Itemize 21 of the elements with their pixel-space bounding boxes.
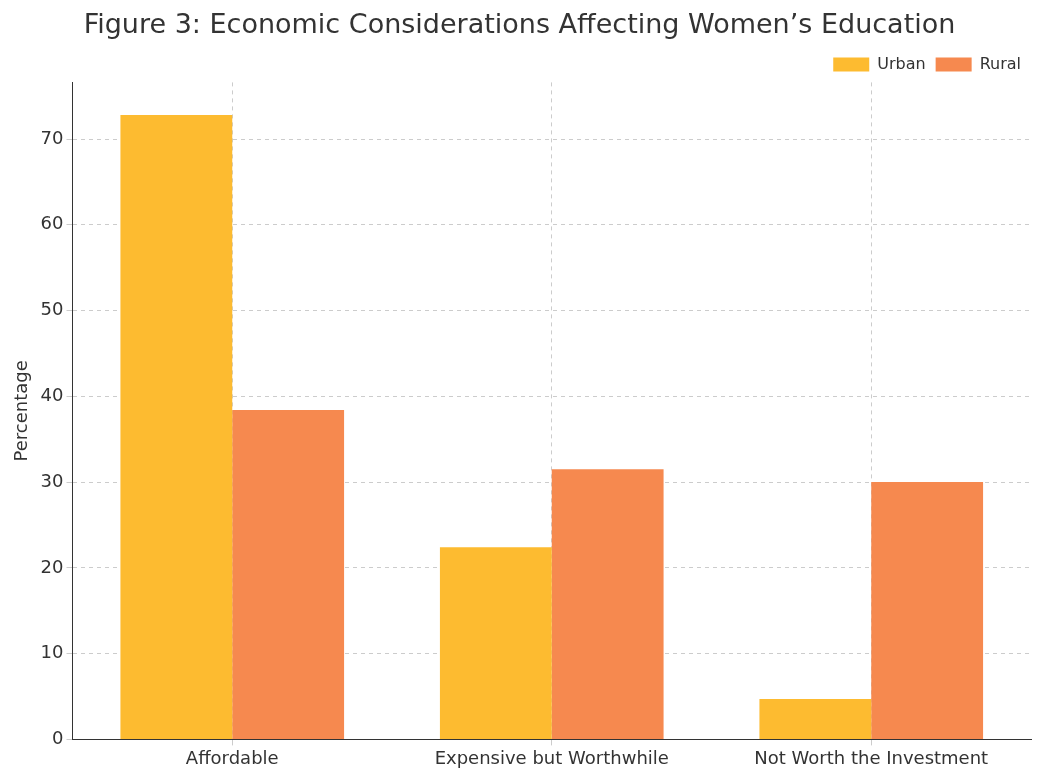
y-tick-label: 60: [40, 212, 64, 234]
y-axis-title: Percentage: [10, 360, 32, 462]
legend-label: Urban: [877, 53, 926, 73]
y-tick-label: 10: [40, 641, 64, 663]
x-tick-label: Not Worth the Investment: [754, 746, 989, 768]
bar: [232, 410, 345, 739]
bar: [551, 469, 664, 739]
x-tick-label: Expensive but Worthwhile: [434, 746, 669, 768]
bar: [759, 699, 872, 739]
bar: [871, 482, 984, 739]
x-tick-label: Affordable: [185, 746, 279, 768]
y-tick-label: 70: [40, 126, 64, 148]
legend-label: Rural: [979, 53, 1022, 73]
bar: [120, 114, 233, 739]
y-tick-label: 50: [40, 298, 64, 320]
y-tick-label: 0: [52, 727, 64, 749]
y-tick-label: 30: [40, 469, 64, 491]
chart-title: Figure 3: Economic Considerations Affecting Women’s Education: [83, 8, 956, 40]
y-tick-label: 20: [40, 555, 64, 577]
bar: [439, 547, 552, 739]
y-tick-label: 40: [40, 383, 64, 405]
